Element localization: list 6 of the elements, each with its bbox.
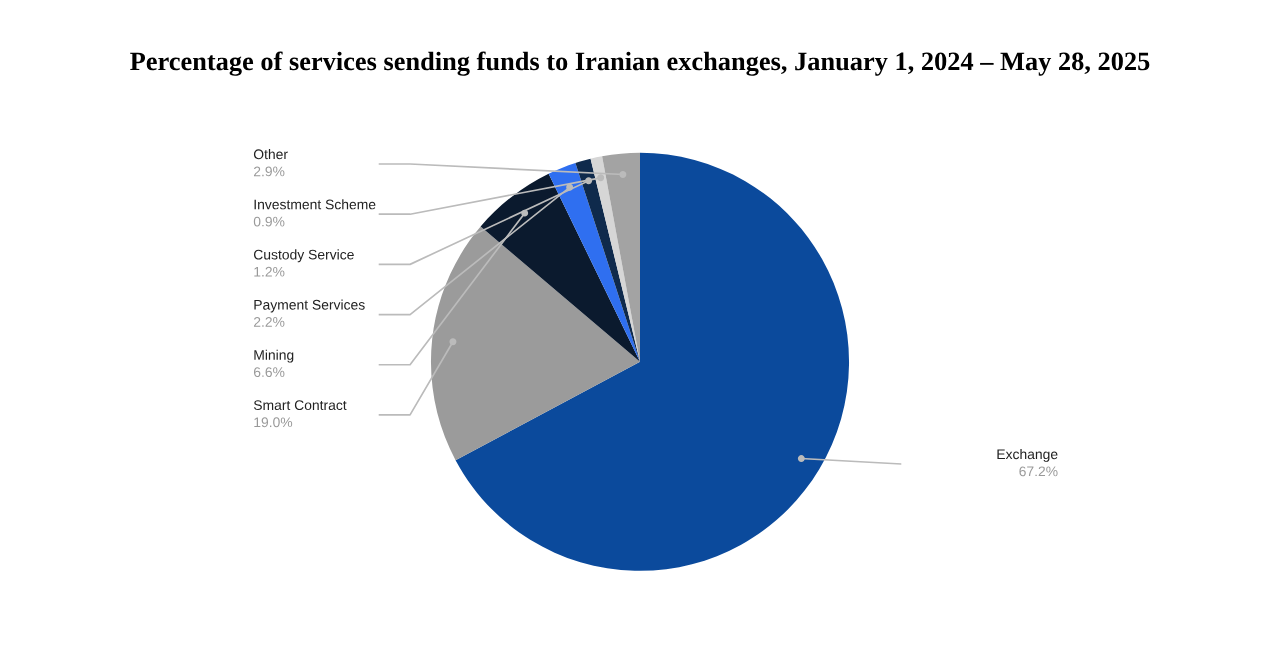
pie-slice [480,173,640,362]
pie-slice [590,156,640,362]
pie-slice [575,158,640,362]
chart-title: Percentage of services sending funds to Iranian exchanges, January 1, 2024 – May 28, 2025 [130,51,1150,76]
pie-slice [455,152,850,571]
pie-slice [548,162,640,362]
